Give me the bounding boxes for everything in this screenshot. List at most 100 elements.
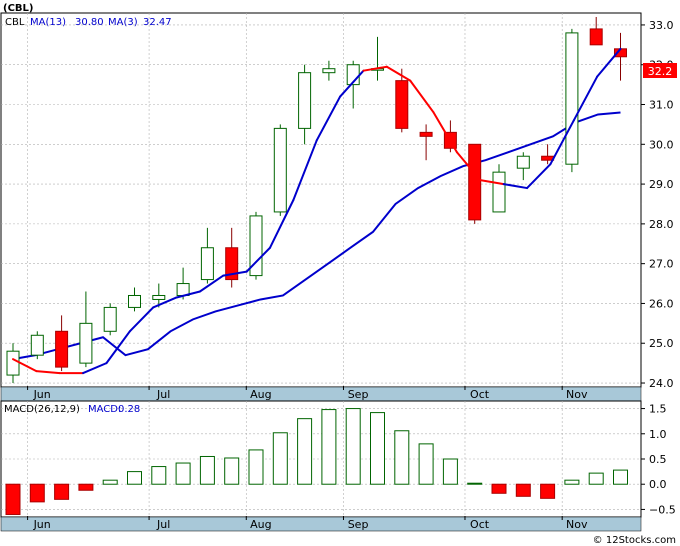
price-y-tick-label: 27.0 <box>649 258 674 271</box>
ma3-segment <box>105 330 131 365</box>
macd-y-tick-label: 1.5 <box>649 403 667 416</box>
candle-body <box>298 72 312 129</box>
price-y-tick-label: 31.0 <box>649 99 674 112</box>
macd-bar <box>321 409 337 485</box>
price-gridlines <box>1 13 641 387</box>
ma3-segment <box>245 246 272 273</box>
watermark: © 12Stocks.com <box>593 535 676 546</box>
price-y-tick-label: 29.0 <box>649 178 674 191</box>
macd-bar <box>199 455 215 485</box>
ma3-segment <box>128 306 155 333</box>
candles <box>6 16 627 384</box>
ma3-segment <box>362 65 388 72</box>
ma3-segment <box>12 358 38 373</box>
price-y-tick-label: 33.0 <box>649 19 674 32</box>
ma3-segment <box>572 75 599 122</box>
macd-bar <box>588 472 604 485</box>
last-price-label: 32.2 <box>648 65 673 78</box>
price-y-tick-label: 26.0 <box>649 297 674 310</box>
macd-bar <box>127 471 142 485</box>
macd-legend-value: 0.28 <box>118 404 140 415</box>
ma3-segment <box>222 270 248 277</box>
candle-body <box>128 294 141 308</box>
price-month-label: Aug <box>250 388 271 401</box>
ma3-segment <box>198 274 225 293</box>
legend-symbol: CBL <box>5 17 25 28</box>
ma3-segment <box>479 179 505 186</box>
candle-body <box>200 247 214 281</box>
ma3-segment <box>269 199 295 249</box>
ma3-segment <box>455 151 482 182</box>
macd-gridlines <box>1 401 641 517</box>
ma3-segment <box>292 139 318 201</box>
price-panel: 24.025.026.027.028.029.030.031.032.033.0… <box>0 12 677 390</box>
macd-panel: −0.5 0.0 0.5 1.0 1.5 MACD(26,12,9) MACD: 0.2… <box>0 400 676 518</box>
price-y-tick-label: 25.0 <box>649 337 674 350</box>
ma3-segment <box>175 290 201 299</box>
candle-body <box>322 68 336 74</box>
ma3-segment <box>82 362 108 375</box>
candle-body <box>79 322 93 364</box>
ma3-segment <box>549 119 575 166</box>
price-month-label: Sep <box>348 388 369 401</box>
macd-month-label: Jun <box>33 518 51 531</box>
price-month-label: Jul <box>156 388 170 401</box>
candle-body <box>516 155 530 169</box>
ma3-segment <box>409 79 435 114</box>
ma3-segment <box>526 163 552 190</box>
macd-bar <box>272 432 288 485</box>
macd-y-axis: −0.5 0.0 0.5 1.0 1.5 <box>641 403 676 516</box>
macd-bar <box>102 479 118 485</box>
candle-body <box>225 247 239 281</box>
macd-bar <box>394 430 410 485</box>
macd-bar <box>613 469 628 485</box>
macd-month-label: Oct <box>470 518 490 531</box>
macd-month-label: Nov <box>566 518 588 531</box>
macd-bar <box>175 462 191 485</box>
macd-bar <box>29 483 45 503</box>
macd-month-band <box>0 516 642 532</box>
macd-bar <box>54 483 70 500</box>
price-month-label: Oct <box>470 388 490 401</box>
ma3-segment <box>152 296 178 309</box>
price-month-label: Nov <box>566 388 588 401</box>
candle-body <box>55 330 69 368</box>
ma3-segment <box>35 370 61 375</box>
macd-bar <box>5 483 21 515</box>
macd-bar <box>515 483 531 497</box>
macd-bar <box>151 466 167 485</box>
candle-body <box>6 350 20 376</box>
macd-bar <box>370 412 385 485</box>
macd-bars <box>5 408 628 515</box>
macd-bar <box>564 479 580 485</box>
ma13-line <box>12 111 621 361</box>
macd-bar <box>418 443 434 485</box>
price-y-tick-label: 30.0 <box>649 138 674 151</box>
price-month-band <box>0 386 642 402</box>
macd-bar <box>442 458 458 485</box>
price-month-axis: Jun Jul Aug Sep Oct Nov <box>0 386 642 402</box>
ma3-segment <box>385 65 412 82</box>
ma13-series <box>12 111 621 361</box>
price-y-axis: 24.025.026.027.028.029.030.031.032.033.0 <box>641 19 674 390</box>
macd-y-tick-label: 1.0 <box>649 428 667 441</box>
candle-body <box>152 294 166 300</box>
price-y-tick-label: 24.0 <box>649 377 674 390</box>
macd-bar <box>467 482 483 485</box>
candle-body <box>249 215 263 277</box>
candle-body <box>565 32 579 165</box>
macd-bar <box>78 483 94 491</box>
price-legend: CBL MA(13) 30.80 MA(3) 32.47 <box>5 17 172 28</box>
ma3-segment <box>502 183 529 190</box>
last-price-badge <box>643 63 677 78</box>
macd-month-label: Aug <box>250 518 271 531</box>
candle-body <box>103 306 117 332</box>
price-month-label: Jun <box>33 388 51 401</box>
macd-bar <box>540 483 556 499</box>
macd-bar <box>297 418 313 485</box>
candle-body <box>468 143 482 221</box>
macd-month-axis: Jun Jul Aug Sep Oct Nov <box>0 516 642 532</box>
macd-bar <box>248 449 264 485</box>
candle-body <box>30 334 44 356</box>
macd-month-label: Sep <box>348 518 369 531</box>
